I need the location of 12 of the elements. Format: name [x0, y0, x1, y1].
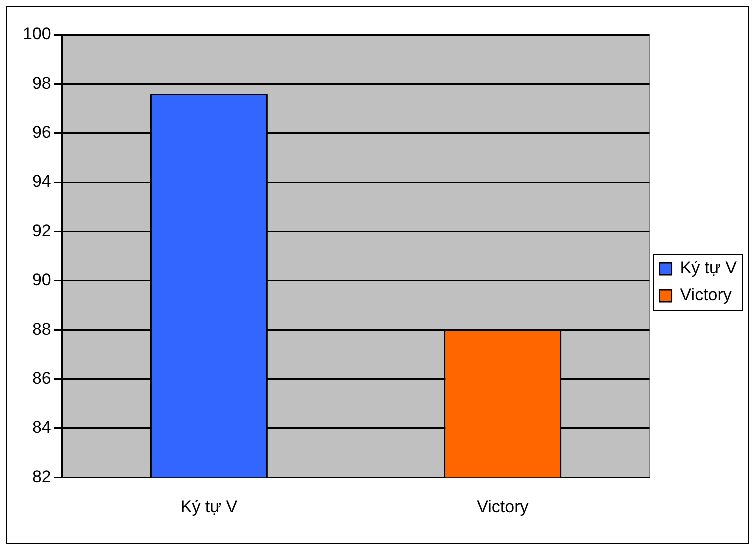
y-tick-label: 82	[32, 467, 52, 486]
y-tick-label: 90	[32, 270, 52, 290]
legend-label: Ký tự V	[680, 258, 738, 278]
y-tick-label: 100	[22, 24, 52, 44]
y-tick-label: 96	[32, 123, 52, 142]
y-tick-label: 88	[32, 320, 52, 339]
y-tick-label: 94	[32, 172, 52, 192]
y-tick-label: 86	[32, 368, 52, 388]
y-tick-label: 98	[32, 74, 52, 93]
y-tick-label: 92	[32, 221, 52, 240]
legend-label: Victory	[680, 286, 732, 305]
y-tick-label: 84	[32, 418, 52, 438]
